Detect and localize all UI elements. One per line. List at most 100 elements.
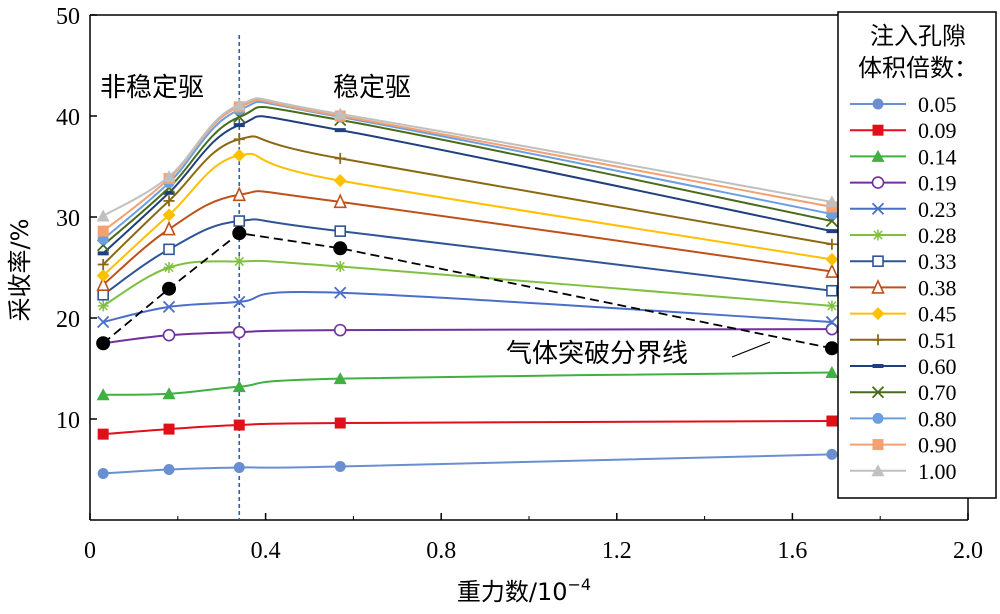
y-tick-label: 10 bbox=[56, 408, 80, 434]
data-point bbox=[162, 387, 176, 400]
legend-swatch-marker bbox=[871, 176, 885, 189]
series-line bbox=[102, 152, 833, 277]
data-point bbox=[97, 225, 109, 237]
data-point bbox=[825, 315, 839, 329]
series-0.51 bbox=[97, 133, 838, 270]
series-0.28 bbox=[97, 255, 838, 312]
data-point bbox=[97, 251, 109, 256]
series-0.38 bbox=[96, 186, 839, 291]
legend-label: 0.23 bbox=[918, 197, 957, 222]
data-point bbox=[333, 174, 347, 188]
data-point bbox=[232, 98, 246, 111]
series-line bbox=[103, 420, 832, 436]
legend-item-0.28: 0.28 bbox=[850, 223, 957, 248]
legend-label: 0.19 bbox=[918, 171, 957, 196]
legend-swatch-marker bbox=[871, 149, 885, 162]
breakthrough-point bbox=[824, 341, 839, 356]
data-point bbox=[97, 428, 109, 440]
data-point bbox=[163, 262, 175, 273]
data-point bbox=[96, 269, 110, 283]
data-point bbox=[162, 170, 176, 183]
x-tick-label: 2.0 bbox=[953, 538, 983, 564]
legend-item-0.51: 0.51 bbox=[850, 328, 957, 353]
x-axis-title-main: 重力数/10 bbox=[457, 578, 568, 606]
legend-swatch-marker bbox=[871, 386, 885, 399]
legend-label: 0.14 bbox=[918, 144, 957, 169]
legend-title-line2: 体积倍数： bbox=[858, 54, 978, 82]
data-point bbox=[826, 415, 838, 427]
legend-swatch-marker bbox=[871, 202, 885, 215]
x-tick-label: 1.2 bbox=[602, 538, 632, 564]
data-point bbox=[333, 193, 347, 209]
region-label-unstable: 非稳定驱 bbox=[100, 73, 204, 103]
data-point bbox=[97, 288, 109, 301]
legend-swatch-marker bbox=[872, 364, 884, 368]
region-label-stable: 稳定驱 bbox=[333, 73, 411, 103]
legend-item-1.00: 1.00 bbox=[850, 459, 957, 484]
legend-title-line1: 注入孔隙 bbox=[870, 22, 966, 50]
data-point bbox=[826, 229, 838, 234]
series-line bbox=[103, 328, 832, 345]
data-point bbox=[826, 300, 838, 312]
legend-item-0.70: 0.70 bbox=[850, 380, 957, 405]
y-tick-label: 40 bbox=[56, 105, 80, 131]
data-point bbox=[97, 300, 109, 312]
data-point bbox=[232, 325, 246, 339]
data-point bbox=[163, 423, 175, 435]
x-axis-title: 重力数/10−4 bbox=[457, 575, 591, 606]
legend-item-0.90: 0.90 bbox=[850, 433, 957, 458]
legend-item-0.38: 0.38 bbox=[850, 275, 957, 300]
y-tick-label: 20 bbox=[56, 307, 80, 333]
legend-swatch-marker bbox=[872, 334, 884, 346]
series-line bbox=[102, 99, 833, 232]
legend-item-0.09: 0.09 bbox=[850, 118, 957, 143]
data-point bbox=[97, 258, 109, 270]
legend-box bbox=[837, 11, 997, 499]
data-point bbox=[334, 460, 346, 472]
legend-label: 0.33 bbox=[918, 249, 957, 274]
data-point bbox=[162, 220, 176, 236]
breakthrough-point bbox=[333, 241, 348, 256]
data-point bbox=[233, 133, 245, 145]
y-tick-label: 30 bbox=[56, 206, 80, 232]
ticks: 0 0.4 0.8 1.2 1.6 2.0 10 20 30 40 50 bbox=[56, 4, 983, 564]
legend-item-0.05: 0.05 bbox=[850, 92, 957, 117]
data-point bbox=[333, 107, 347, 120]
legend-label: 0.51 bbox=[918, 328, 957, 353]
breakthrough-line bbox=[102, 232, 833, 350]
data-point bbox=[232, 186, 247, 202]
data-point bbox=[96, 209, 110, 222]
legend-label: 0.70 bbox=[918, 380, 957, 405]
data-point bbox=[232, 380, 246, 393]
series-0.19 bbox=[96, 322, 839, 350]
series-0.60 bbox=[97, 115, 838, 256]
breakthrough-point bbox=[162, 281, 177, 296]
data-point bbox=[163, 464, 175, 475]
series-0.90 bbox=[97, 99, 838, 237]
legend-label: 0.45 bbox=[918, 302, 957, 327]
series-0.09 bbox=[97, 415, 838, 440]
data-point bbox=[233, 461, 245, 473]
data-point bbox=[826, 284, 838, 297]
legend-item-0.19: 0.19 bbox=[850, 171, 957, 196]
legend-item-0.45: 0.45 bbox=[850, 302, 957, 327]
legend-label: 0.05 bbox=[918, 92, 957, 117]
legend-swatch-marker bbox=[871, 307, 885, 321]
x-tick-label: 0 bbox=[84, 538, 96, 564]
breakthrough-layer bbox=[96, 226, 839, 356]
series-line bbox=[103, 371, 832, 396]
series-line bbox=[103, 453, 832, 475]
data-point bbox=[233, 123, 245, 128]
legend-swatch-marker bbox=[872, 439, 884, 451]
x-tick-label: 0.8 bbox=[426, 538, 456, 564]
legend: 注入孔隙 体积倍数： 0.050.090.140.190.230.280.330… bbox=[837, 11, 997, 499]
series-line bbox=[102, 135, 833, 266]
series-0.33 bbox=[97, 215, 838, 301]
legend-item-0.23: 0.23 bbox=[850, 197, 957, 222]
data-point bbox=[233, 295, 246, 308]
series-1.00 bbox=[96, 97, 839, 222]
series-line bbox=[102, 190, 833, 286]
legend-label: 0.38 bbox=[918, 275, 957, 300]
data-point bbox=[825, 195, 839, 208]
legend-swatch-marker bbox=[871, 464, 885, 477]
